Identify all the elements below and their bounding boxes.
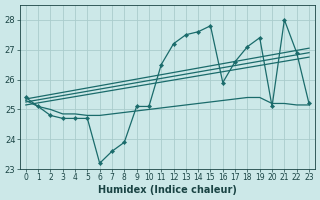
X-axis label: Humidex (Indice chaleur): Humidex (Indice chaleur) <box>98 185 237 195</box>
